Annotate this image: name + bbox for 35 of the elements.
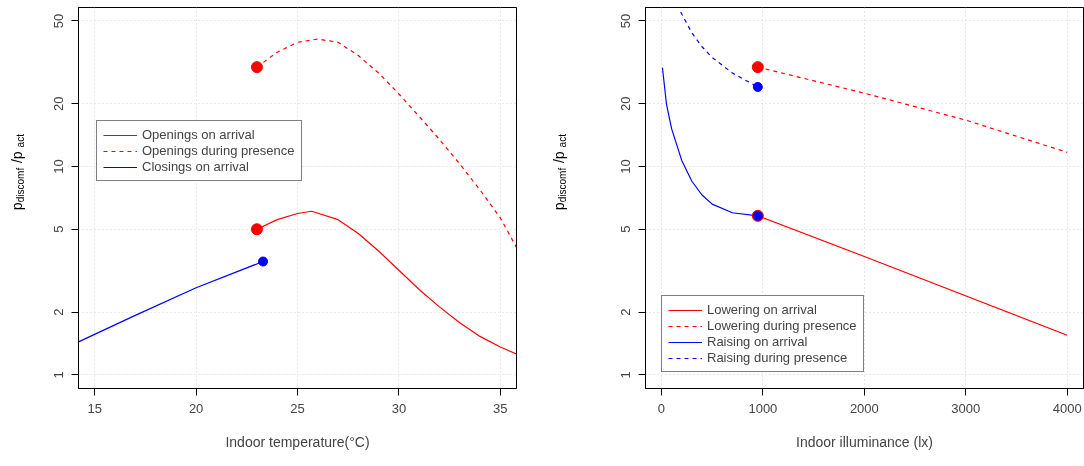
y-tick-label: 1 bbox=[618, 371, 634, 379]
y-tick-label: 2 bbox=[618, 308, 634, 316]
y-axis-title: pdiscomf/pact bbox=[550, 133, 568, 211]
y-axis-title: pdiscomf/pact bbox=[8, 133, 26, 211]
x-tick-label: 30 bbox=[391, 400, 407, 416]
legend-label: Openings during presence bbox=[142, 143, 295, 158]
legend-label: Raising on arrival bbox=[707, 334, 808, 349]
x-tick-label: 3000 bbox=[951, 400, 981, 416]
legend-label: Lowering during presence bbox=[707, 318, 857, 333]
x-tick-label: 0 bbox=[657, 400, 666, 416]
x-axis-title: Indoor illuminance (lx) bbox=[796, 433, 933, 450]
x-tick-label: 20 bbox=[188, 400, 204, 416]
y-tick-label: 50 bbox=[618, 13, 634, 29]
y-tick-label: 2 bbox=[51, 308, 67, 316]
legend-label: Raising during presence bbox=[707, 350, 848, 365]
y-tick-label: 20 bbox=[618, 96, 634, 112]
legend-label: Openings on arrival bbox=[142, 127, 255, 142]
y-tick-label: 1 bbox=[51, 371, 67, 379]
x-tick-label: 25 bbox=[290, 400, 305, 416]
y-tick-label: 5 bbox=[51, 225, 67, 233]
y-tick-label: 5 bbox=[618, 225, 634, 233]
x-tick-label: 15 bbox=[87, 400, 102, 416]
y-tick-label: 10 bbox=[618, 159, 634, 174]
y-tick-label: 50 bbox=[51, 13, 67, 29]
x-axis-title: Indoor temperature(°C) bbox=[225, 433, 370, 450]
y-tick-label: 10 bbox=[51, 159, 67, 174]
point bbox=[751, 61, 764, 74]
x-tick-label: 4000 bbox=[1052, 400, 1082, 416]
legend-label: Closings on arrival bbox=[142, 159, 249, 174]
x-tick-label: 35 bbox=[493, 400, 508, 416]
legend-label: Lowering on arrival bbox=[707, 302, 817, 317]
x-tick-label: 2000 bbox=[849, 400, 879, 416]
x-tick-label: 1000 bbox=[748, 400, 778, 416]
y-tick-label: 20 bbox=[51, 96, 67, 112]
point bbox=[752, 81, 763, 92]
